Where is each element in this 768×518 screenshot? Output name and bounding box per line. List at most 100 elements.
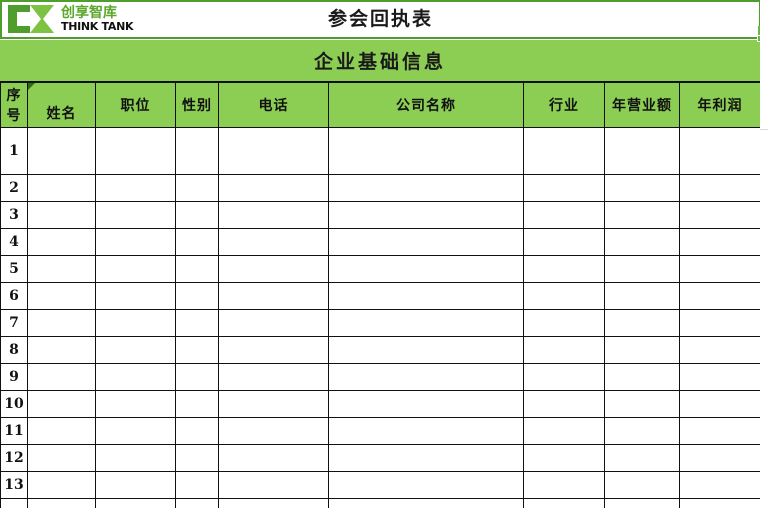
- cell-company[interactable]: [328, 201, 524, 229]
- cell-name[interactable]: [27, 201, 96, 229]
- cell-company[interactable]: [328, 127, 524, 175]
- cell-title[interactable]: [95, 444, 176, 472]
- cell-company[interactable]: [328, 282, 524, 310]
- cell-gender[interactable]: [175, 228, 219, 256]
- cell-industry[interactable]: [523, 390, 605, 418]
- column-header-title[interactable]: 职位: [95, 82, 176, 128]
- cell-title[interactable]: [95, 498, 176, 508]
- cell-profit[interactable]: [679, 336, 761, 364]
- cell-revenue[interactable]: [604, 201, 680, 229]
- column-header-industry[interactable]: 行业: [523, 82, 605, 128]
- cell-revenue[interactable]: [604, 471, 680, 499]
- cell-phone[interactable]: [218, 174, 329, 202]
- cell-gender[interactable]: [175, 498, 219, 508]
- cell-profit[interactable]: [679, 417, 761, 445]
- cell-title[interactable]: [95, 127, 176, 175]
- cell-industry[interactable]: [523, 174, 605, 202]
- cell-revenue[interactable]: [604, 228, 680, 256]
- cell-seq[interactable]: 1: [0, 127, 28, 175]
- cell-gender[interactable]: [175, 201, 219, 229]
- column-header-name[interactable]: 姓名: [27, 82, 96, 128]
- cell-company[interactable]: [328, 471, 524, 499]
- cell-revenue[interactable]: [604, 390, 680, 418]
- cell-title[interactable]: [95, 282, 176, 310]
- cell-seq[interactable]: 7: [0, 309, 28, 337]
- cell-phone[interactable]: [218, 127, 329, 175]
- cell-name[interactable]: [27, 174, 96, 202]
- cell-phone[interactable]: [218, 417, 329, 445]
- cell-gender[interactable]: [175, 174, 219, 202]
- cell-name[interactable]: [27, 444, 96, 472]
- cell-title[interactable]: [95, 309, 176, 337]
- cell-phone[interactable]: [218, 390, 329, 418]
- cell-title[interactable]: [95, 390, 176, 418]
- cell-profit[interactable]: [679, 471, 761, 499]
- cell-revenue[interactable]: [604, 336, 680, 364]
- cell-industry[interactable]: [523, 309, 605, 337]
- cell-phone[interactable]: [218, 201, 329, 229]
- cell-gender[interactable]: [175, 471, 219, 499]
- cell-name[interactable]: [27, 127, 96, 175]
- cell-revenue[interactable]: [604, 498, 680, 508]
- cell-phone[interactable]: [218, 498, 329, 508]
- cell-revenue[interactable]: [604, 444, 680, 472]
- cell-name[interactable]: [27, 363, 96, 391]
- cell-title[interactable]: [95, 201, 176, 229]
- cell-title[interactable]: [95, 363, 176, 391]
- cell-company[interactable]: [328, 228, 524, 256]
- cell-gender[interactable]: [175, 255, 219, 283]
- cell-profit[interactable]: [679, 228, 761, 256]
- cell-name[interactable]: [27, 309, 96, 337]
- table-row[interactable]: 1: [0, 127, 761, 175]
- cell-seq[interactable]: 6: [0, 282, 28, 310]
- column-header-revenue[interactable]: 年营业额: [604, 82, 680, 128]
- cell-seq[interactable]: 10: [0, 390, 28, 418]
- cell-phone[interactable]: [218, 471, 329, 499]
- cell-seq[interactable]: 9: [0, 363, 28, 391]
- column-header-company[interactable]: 公司名称: [328, 82, 524, 128]
- cell-title[interactable]: [95, 336, 176, 364]
- cell-phone[interactable]: [218, 336, 329, 364]
- table-row[interactable]: 3: [0, 201, 761, 229]
- cell-revenue[interactable]: [604, 174, 680, 202]
- cell-profit[interactable]: [679, 390, 761, 418]
- cell-title[interactable]: [95, 255, 176, 283]
- table-row[interactable]: 4: [0, 228, 761, 256]
- cell-gender[interactable]: [175, 127, 219, 175]
- cell-seq[interactable]: 5: [0, 255, 28, 283]
- cell-company[interactable]: [328, 498, 524, 508]
- table-row[interactable]: 7: [0, 309, 761, 337]
- cell-title[interactable]: [95, 471, 176, 499]
- cell-name[interactable]: [27, 336, 96, 364]
- cell-profit[interactable]: [679, 309, 761, 337]
- cell-title[interactable]: [95, 174, 176, 202]
- column-header-profit[interactable]: 年利润: [679, 82, 761, 128]
- cell-seq[interactable]: 4: [0, 228, 28, 256]
- cell-profit[interactable]: [679, 127, 761, 175]
- cell-gender[interactable]: [175, 390, 219, 418]
- cell-name[interactable]: [27, 471, 96, 499]
- cell-industry[interactable]: [523, 471, 605, 499]
- cell-profit[interactable]: [679, 498, 761, 508]
- cell-profit[interactable]: [679, 282, 761, 310]
- table-row[interactable]: 5: [0, 255, 761, 283]
- table-row[interactable]: 2: [0, 174, 761, 202]
- cell-profit[interactable]: [679, 201, 761, 229]
- cell-profit[interactable]: [679, 255, 761, 283]
- cell-phone[interactable]: [218, 444, 329, 472]
- cell-revenue[interactable]: [604, 309, 680, 337]
- cell-gender[interactable]: [175, 336, 219, 364]
- table-row[interactable]: 12: [0, 444, 761, 472]
- cell-industry[interactable]: [523, 282, 605, 310]
- cell-company[interactable]: [328, 255, 524, 283]
- cell-revenue[interactable]: [604, 127, 680, 175]
- column-header-seq[interactable]: 序号: [0, 82, 28, 128]
- cell-gender[interactable]: [175, 444, 219, 472]
- column-header-gender[interactable]: 性别: [175, 82, 219, 128]
- cell-gender[interactable]: [175, 309, 219, 337]
- cell-industry[interactable]: [523, 228, 605, 256]
- cell-industry[interactable]: [523, 444, 605, 472]
- table-row[interactable]: 8: [0, 336, 761, 364]
- cell-name[interactable]: [27, 498, 96, 508]
- cell-name[interactable]: [27, 228, 96, 256]
